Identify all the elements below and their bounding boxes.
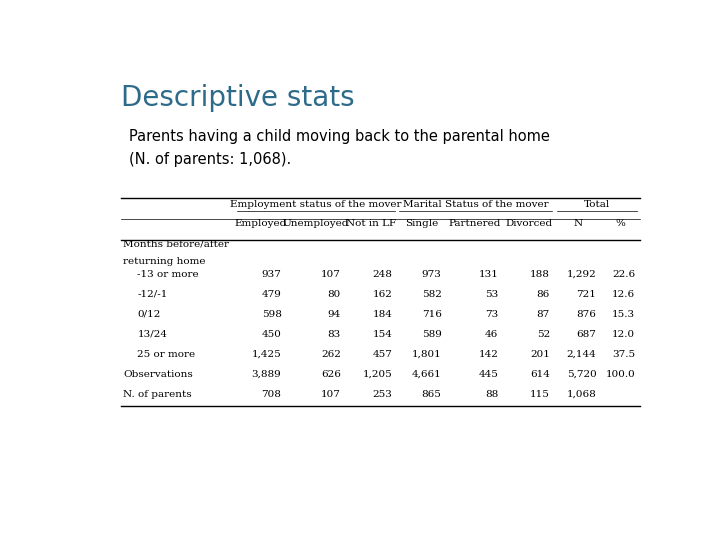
Text: 937: 937 bbox=[261, 270, 282, 279]
Text: Parents having a child moving back to the parental home: Parents having a child moving back to th… bbox=[129, 129, 550, 144]
Text: 162: 162 bbox=[373, 290, 392, 299]
Text: -12/-1: -12/-1 bbox=[138, 290, 168, 299]
Text: 1,205: 1,205 bbox=[363, 369, 392, 379]
Text: 53: 53 bbox=[485, 290, 498, 299]
Text: 687: 687 bbox=[577, 329, 596, 339]
Text: 716: 716 bbox=[422, 310, 441, 319]
Text: 3,889: 3,889 bbox=[252, 369, 282, 379]
Text: 445: 445 bbox=[479, 369, 498, 379]
Text: 12.6: 12.6 bbox=[612, 290, 635, 299]
Text: 589: 589 bbox=[422, 329, 441, 339]
Text: 1,425: 1,425 bbox=[252, 349, 282, 359]
Text: 201: 201 bbox=[530, 349, 550, 359]
Text: 15.3: 15.3 bbox=[612, 310, 635, 319]
Text: 73: 73 bbox=[485, 310, 498, 319]
Text: Not in LF: Not in LF bbox=[346, 219, 396, 228]
Text: Unemployed: Unemployed bbox=[282, 219, 348, 228]
Text: 1,292: 1,292 bbox=[567, 270, 596, 279]
Text: 83: 83 bbox=[328, 329, 341, 339]
Text: 1,801: 1,801 bbox=[412, 349, 441, 359]
Text: 25 or more: 25 or more bbox=[138, 349, 196, 359]
Text: 80: 80 bbox=[328, 290, 341, 299]
Text: 457: 457 bbox=[373, 349, 392, 359]
Text: 52: 52 bbox=[536, 329, 550, 339]
Text: 2,144: 2,144 bbox=[567, 349, 596, 359]
Text: 626: 626 bbox=[321, 369, 341, 379]
Text: Descriptive stats: Descriptive stats bbox=[121, 84, 354, 112]
Text: Employed: Employed bbox=[234, 219, 287, 228]
Text: 46: 46 bbox=[485, 329, 498, 339]
Text: 94: 94 bbox=[328, 310, 341, 319]
Text: 865: 865 bbox=[422, 389, 441, 399]
Text: 22.6: 22.6 bbox=[612, 270, 635, 279]
Text: 131: 131 bbox=[479, 270, 498, 279]
Text: N: N bbox=[573, 219, 582, 228]
Text: Observations: Observations bbox=[124, 369, 193, 379]
Text: 107: 107 bbox=[321, 389, 341, 399]
Text: Total: Total bbox=[584, 199, 610, 208]
Text: 4,661: 4,661 bbox=[412, 369, 441, 379]
Text: 154: 154 bbox=[373, 329, 392, 339]
Text: 708: 708 bbox=[261, 389, 282, 399]
Text: -13 or more: -13 or more bbox=[138, 270, 199, 279]
Text: 87: 87 bbox=[536, 310, 550, 319]
Text: 37.5: 37.5 bbox=[612, 349, 635, 359]
Text: 450: 450 bbox=[261, 329, 282, 339]
Text: 188: 188 bbox=[530, 270, 550, 279]
Text: Months before/after: Months before/after bbox=[124, 240, 230, 249]
Text: returning home: returning home bbox=[124, 257, 206, 266]
Text: 0/12: 0/12 bbox=[138, 310, 161, 319]
Text: 100.0: 100.0 bbox=[606, 369, 635, 379]
Text: 248: 248 bbox=[373, 270, 392, 279]
Text: 1,068: 1,068 bbox=[567, 389, 596, 399]
Text: 12.0: 12.0 bbox=[612, 329, 635, 339]
Text: 115: 115 bbox=[530, 389, 550, 399]
Text: 86: 86 bbox=[536, 290, 550, 299]
Text: Employment status of the mover: Employment status of the mover bbox=[230, 199, 401, 208]
Text: N. of parents: N. of parents bbox=[124, 389, 192, 399]
Text: 184: 184 bbox=[373, 310, 392, 319]
Text: 5,720: 5,720 bbox=[567, 369, 596, 379]
Text: Divorced: Divorced bbox=[505, 219, 552, 228]
Text: 876: 876 bbox=[577, 310, 596, 319]
Text: %: % bbox=[616, 219, 625, 228]
Text: 973: 973 bbox=[422, 270, 441, 279]
Text: 598: 598 bbox=[261, 310, 282, 319]
Text: Marital Status of the mover: Marital Status of the mover bbox=[403, 199, 549, 208]
Text: 479: 479 bbox=[261, 290, 282, 299]
Text: 13/24: 13/24 bbox=[138, 329, 168, 339]
Text: 721: 721 bbox=[577, 290, 596, 299]
Text: 253: 253 bbox=[373, 389, 392, 399]
Text: Single: Single bbox=[405, 219, 438, 228]
Text: Partnered: Partnered bbox=[449, 219, 500, 228]
Text: 262: 262 bbox=[321, 349, 341, 359]
Text: 582: 582 bbox=[422, 290, 441, 299]
Text: 88: 88 bbox=[485, 389, 498, 399]
Text: (N. of parents: 1,068).: (N. of parents: 1,068). bbox=[129, 152, 292, 167]
Text: 107: 107 bbox=[321, 270, 341, 279]
Text: 142: 142 bbox=[479, 349, 498, 359]
Text: 614: 614 bbox=[530, 369, 550, 379]
